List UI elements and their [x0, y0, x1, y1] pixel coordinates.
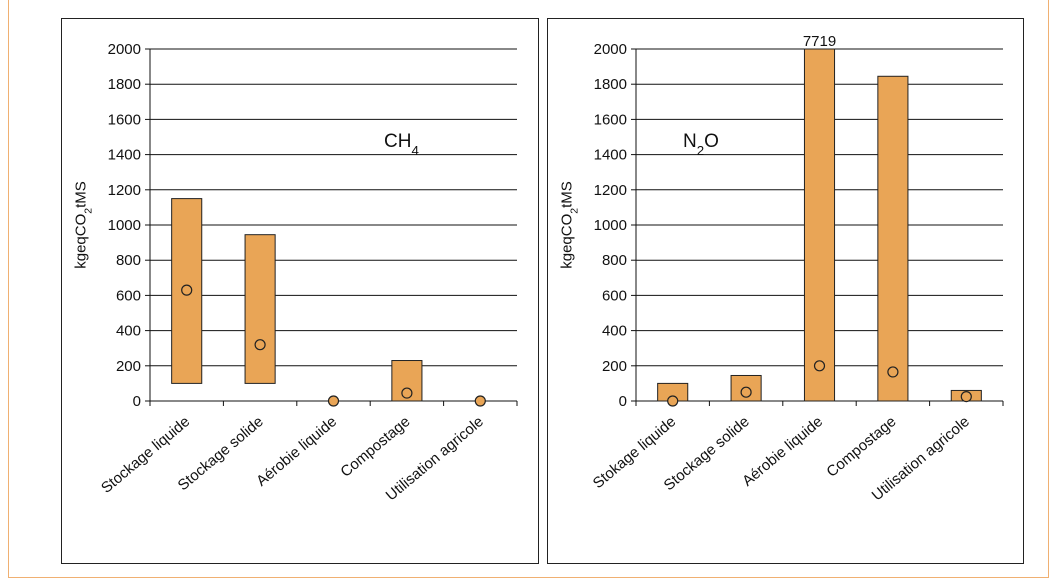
y-tick-label: 400 — [602, 323, 627, 340]
y-tick-label: 2000 — [594, 41, 627, 58]
range-bar — [244, 234, 276, 384]
chart-panel-ch4: 0 200 400 600 800 1000 1200 1400 1600 1800 2000 Sto… — [61, 18, 539, 564]
y-tick-label: 200 — [116, 358, 141, 375]
point-marker — [740, 386, 752, 398]
point-marker — [813, 360, 826, 372]
series-annotation: N2O — [683, 131, 719, 158]
point-marker — [887, 366, 899, 378]
overflow-value-label: 7719 — [803, 33, 836, 50]
y-tick-label: 1400 — [108, 147, 141, 164]
range-bar — [877, 75, 909, 402]
y-tick-label: 1000 — [108, 217, 141, 234]
y-tick-label: 600 — [602, 287, 627, 304]
y-tick-label: 1000 — [594, 217, 627, 234]
figure-frame — [8, 0, 1049, 578]
point-marker — [254, 339, 266, 351]
chart-n2o: 0200400600800100012001400160018002000Sto… — [558, 33, 1004, 504]
y-tick-label: 2000 — [108, 41, 141, 58]
y-tick-label: 0 — [619, 393, 627, 410]
point-marker — [667, 395, 679, 407]
y-tick-label: 800 — [116, 252, 141, 269]
y-tick-label: 0 — [133, 393, 141, 410]
y-tick-label: 800 — [602, 252, 627, 269]
point-marker — [327, 395, 340, 407]
x-category-label: Compostage — [337, 413, 413, 481]
y-axis-label: kgeqCO2tMS — [558, 181, 580, 269]
series-annotation: CH4 — [384, 131, 419, 158]
y-tick-label: 200 — [602, 358, 627, 375]
point-marker — [474, 395, 486, 407]
y-axis-label: kgeqCO2tMS — [72, 181, 94, 269]
point-marker — [401, 387, 413, 399]
y-tick-label: 1600 — [594, 111, 627, 128]
y-tick-label: 400 — [116, 323, 141, 340]
y-tick-label: 600 — [116, 287, 141, 304]
chart-panel-n2o: 0 200 400 600 800 1000 1200 1400 1600 1800 2000 Sto… — [547, 18, 1024, 564]
point-marker — [960, 391, 972, 403]
point-marker — [181, 284, 193, 296]
y-tick-label: 1200 — [594, 182, 627, 199]
y-tick-label: 1200 — [108, 182, 141, 199]
chart-ch4: 0200400600800100012001400160018002000Sto… — [72, 41, 518, 504]
x-category-label: Aérobie liquide — [739, 413, 826, 490]
range-bar — [803, 48, 836, 402]
x-category-label: Compostage — [823, 413, 899, 481]
x-category-label: Aérobie liquide — [253, 413, 340, 490]
y-tick-label: 1600 — [108, 111, 141, 128]
y-tick-label: 1800 — [594, 76, 627, 93]
y-tick-label: 1400 — [594, 147, 627, 164]
y-tick-label: 1800 — [108, 76, 141, 93]
